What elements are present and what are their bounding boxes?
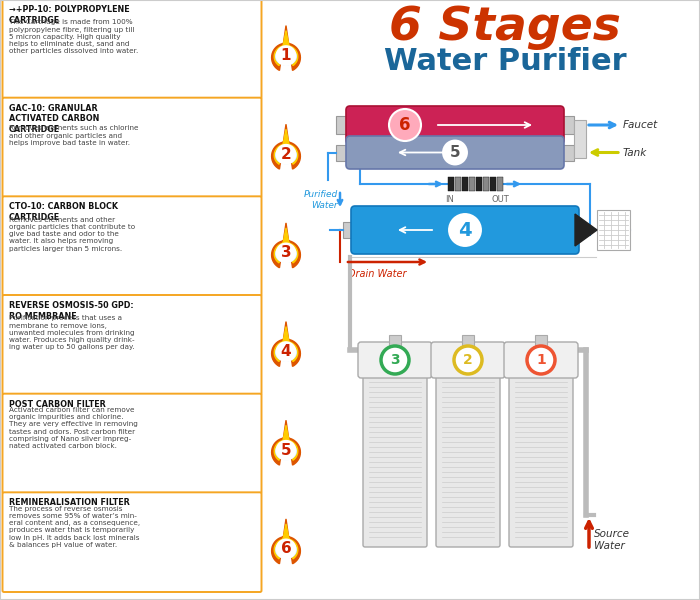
Circle shape <box>276 440 296 461</box>
Polygon shape <box>272 519 300 564</box>
Bar <box>469 177 475 191</box>
Polygon shape <box>274 326 298 362</box>
Text: Activated carbon filter can remove
organic impurities and chlorine.
They are ver: Activated carbon filter can remove organ… <box>9 407 138 449</box>
Bar <box>462 177 468 191</box>
Ellipse shape <box>275 442 297 460</box>
Circle shape <box>276 242 296 263</box>
Polygon shape <box>274 129 298 164</box>
FancyBboxPatch shape <box>363 373 427 547</box>
Polygon shape <box>575 214 597 246</box>
Text: OUT: OUT <box>491 195 509 204</box>
Text: IN: IN <box>446 195 454 204</box>
FancyBboxPatch shape <box>3 394 262 493</box>
Ellipse shape <box>275 245 297 263</box>
Text: Drain Water: Drain Water <box>348 269 407 279</box>
FancyBboxPatch shape <box>3 98 262 197</box>
FancyBboxPatch shape <box>346 136 564 169</box>
Text: 3: 3 <box>390 353 400 367</box>
Circle shape <box>527 346 555 374</box>
Text: GAC-10: GRANULAR
ACTIVATED CARBON
CARTRIDGE: GAC-10: GRANULAR ACTIVATED CARBON CARTRI… <box>9 104 99 134</box>
Ellipse shape <box>275 344 297 362</box>
Bar <box>597 210 630 250</box>
Text: Water Purifier: Water Purifier <box>384 47 626 76</box>
Circle shape <box>276 45 296 66</box>
Circle shape <box>276 341 296 362</box>
Bar <box>336 116 350 134</box>
Circle shape <box>276 144 296 164</box>
Text: Purified
Water: Purified Water <box>304 190 338 209</box>
Text: Removes elements such as chlorine
and other organic particles and
helps improve : Removes elements such as chlorine and ot… <box>9 125 139 146</box>
Text: CTO-10: CARBON BLOCK
CARTRIDGE: CTO-10: CARBON BLOCK CARTRIDGE <box>9 202 118 222</box>
Text: REVERSE OSMOSIS-50 GPD:
RO MEMBRANE: REVERSE OSMOSIS-50 GPD: RO MEMBRANE <box>9 301 134 321</box>
Text: POST CARBON FILTER: POST CARBON FILTER <box>9 400 106 409</box>
FancyBboxPatch shape <box>509 373 573 547</box>
FancyBboxPatch shape <box>3 295 262 395</box>
Bar <box>535 335 547 350</box>
Bar <box>560 145 574 160</box>
Text: Removes elements and other
organic particles that contribute to
give bad taste a: Removes elements and other organic parti… <box>9 217 135 252</box>
Text: 2: 2 <box>463 353 473 367</box>
Bar <box>343 222 355 238</box>
Bar <box>476 177 482 191</box>
Text: 1: 1 <box>536 353 546 367</box>
FancyBboxPatch shape <box>504 342 578 378</box>
Polygon shape <box>274 425 298 460</box>
Bar <box>455 177 461 191</box>
Text: REMINERALISATION FILTER: REMINERALISATION FILTER <box>9 499 130 508</box>
Bar <box>497 177 503 191</box>
Text: 1: 1 <box>281 48 291 63</box>
Circle shape <box>381 346 409 374</box>
Text: The process of reverse osmosis
removes some 95% of water’s min-
eral content and: The process of reverse osmosis removes s… <box>9 506 140 548</box>
Bar <box>574 120 586 157</box>
Polygon shape <box>274 524 298 559</box>
Bar <box>389 335 401 350</box>
FancyBboxPatch shape <box>351 206 579 254</box>
Polygon shape <box>272 124 300 169</box>
Text: This Cartridge is made from 100%
polypropylene fibre, filtering up till
5 micron: This Cartridge is made from 100% polypro… <box>9 19 139 55</box>
FancyBboxPatch shape <box>431 342 505 378</box>
Circle shape <box>447 212 483 248</box>
FancyBboxPatch shape <box>3 493 262 592</box>
Ellipse shape <box>275 47 297 65</box>
Bar <box>448 177 454 191</box>
Text: 4: 4 <box>281 344 291 359</box>
Bar <box>560 116 574 134</box>
Text: Tank: Tank <box>623 148 648 157</box>
Text: 2: 2 <box>281 147 291 162</box>
Text: 4: 4 <box>458 220 472 239</box>
Ellipse shape <box>275 146 297 164</box>
Text: Faucet: Faucet <box>623 120 658 130</box>
Text: 3: 3 <box>281 245 291 260</box>
Polygon shape <box>272 223 300 268</box>
Circle shape <box>389 109 421 141</box>
FancyBboxPatch shape <box>3 0 262 98</box>
Text: →+PP-10: POLYPROPYLENE
CARTRIDGE: →+PP-10: POLYPROPYLENE CARTRIDGE <box>9 5 130 25</box>
Bar <box>462 335 474 350</box>
FancyBboxPatch shape <box>436 373 500 547</box>
Text: Source
Water: Source Water <box>594 529 630 551</box>
Circle shape <box>441 139 469 166</box>
Text: 6: 6 <box>281 541 291 556</box>
Text: Purification process that uses a
membrane to remove ions,
unwanted molecules fro: Purification process that uses a membran… <box>9 316 134 350</box>
Polygon shape <box>272 420 300 465</box>
FancyBboxPatch shape <box>346 106 564 144</box>
Text: 5: 5 <box>281 443 291 458</box>
FancyBboxPatch shape <box>358 342 432 378</box>
Text: 6: 6 <box>399 116 411 134</box>
Polygon shape <box>272 26 300 70</box>
Text: 6 Stages: 6 Stages <box>389 5 621 50</box>
Bar <box>490 177 496 191</box>
Polygon shape <box>274 228 298 263</box>
Polygon shape <box>274 31 298 65</box>
Circle shape <box>276 539 296 559</box>
Circle shape <box>454 346 482 374</box>
Text: 5: 5 <box>449 145 461 160</box>
Bar <box>296 0 700 600</box>
Bar <box>336 145 350 160</box>
FancyBboxPatch shape <box>3 196 262 296</box>
Ellipse shape <box>275 541 297 559</box>
Polygon shape <box>272 322 300 367</box>
Bar <box>483 177 489 191</box>
